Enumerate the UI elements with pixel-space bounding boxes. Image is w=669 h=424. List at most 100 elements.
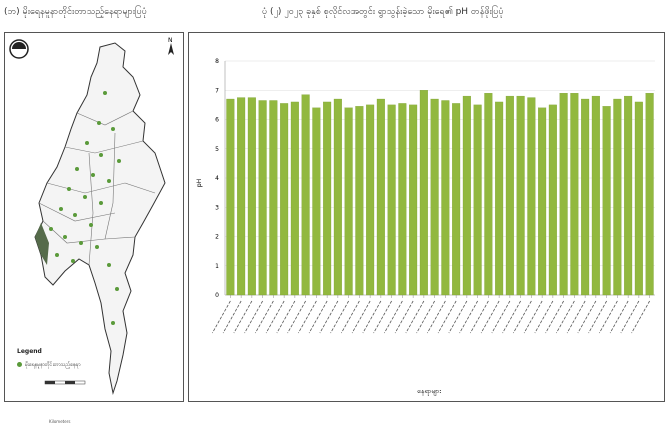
scale-bar bbox=[44, 380, 86, 385]
bar bbox=[624, 95, 633, 296]
bar bbox=[452, 103, 461, 296]
country-outline bbox=[34, 42, 166, 395]
bar bbox=[527, 97, 536, 296]
x-tick-label bbox=[620, 300, 640, 334]
bar bbox=[398, 103, 407, 296]
bar bbox=[516, 95, 525, 296]
bar bbox=[613, 98, 622, 296]
y-tick-label: 4 bbox=[215, 175, 219, 182]
map-panel: N bbox=[4, 32, 184, 424]
bar-chart: 0 1 2 3 4 5 6 7 8 pH နေရာများ bbox=[196, 58, 655, 396]
x-tick-label bbox=[523, 300, 543, 334]
bar bbox=[333, 98, 342, 296]
x-tick-label bbox=[373, 300, 392, 334]
region-boundaries bbox=[38, 110, 156, 266]
y-tick-label: 3 bbox=[215, 204, 219, 211]
x-tick-label bbox=[588, 300, 607, 334]
x-tick-label bbox=[427, 300, 446, 334]
map-title: (ဘ) မိုးရေနမူနာတိုင်းတာသည့်နေရာများပြပုံ bbox=[4, 7, 147, 17]
y-axis-label: pH bbox=[196, 179, 203, 187]
bar bbox=[484, 93, 493, 296]
legend-item: မိုးရေနမူနာတိုင်းတာသည့်နေရာ bbox=[17, 362, 81, 369]
x-tick-label bbox=[351, 300, 371, 334]
x-tick-label bbox=[448, 300, 468, 334]
x-tick-label bbox=[298, 300, 317, 334]
x-tick-label bbox=[480, 300, 500, 334]
bar bbox=[280, 103, 289, 296]
bar bbox=[559, 93, 568, 296]
x-tick-label bbox=[437, 300, 457, 334]
x-tick-label bbox=[545, 300, 564, 334]
marker-icon bbox=[17, 362, 22, 367]
bar bbox=[409, 104, 418, 296]
x-tick-label bbox=[244, 300, 263, 334]
bar bbox=[301, 94, 310, 296]
x-tick-label bbox=[276, 300, 296, 334]
legend-item-label: မိုးရေနမူနာတိုင်းတာသည့်နေရာ bbox=[25, 362, 81, 368]
bar bbox=[226, 98, 235, 296]
x-tick-label bbox=[556, 300, 575, 334]
bar bbox=[366, 104, 375, 296]
bar bbox=[237, 97, 246, 296]
x-axis-label: နေရာများ bbox=[417, 387, 441, 396]
bar bbox=[570, 93, 579, 296]
x-tick-label bbox=[330, 300, 349, 334]
x-tick-label bbox=[491, 300, 511, 334]
x-tick-label bbox=[470, 300, 489, 334]
x-tick-label bbox=[222, 300, 242, 334]
y-tick-label: 2 bbox=[215, 234, 219, 241]
bar bbox=[548, 104, 557, 296]
x-tick-label bbox=[287, 300, 306, 334]
x-tick-label bbox=[341, 300, 360, 334]
x-tick-label bbox=[577, 300, 597, 334]
x-tick-label bbox=[459, 300, 478, 334]
bar bbox=[462, 95, 471, 296]
y-tick-label: 1 bbox=[215, 263, 219, 270]
x-tick-label bbox=[513, 300, 532, 334]
y-tick-label: 8 bbox=[215, 58, 219, 65]
bar bbox=[473, 104, 482, 296]
x-tick-label bbox=[416, 300, 435, 334]
sample-markers bbox=[49, 91, 121, 325]
bar bbox=[538, 107, 547, 296]
x-tick-label bbox=[384, 300, 403, 334]
x-tick-label bbox=[502, 300, 521, 334]
x-tick-label bbox=[534, 300, 554, 334]
x-tick-label bbox=[233, 300, 253, 334]
x-tick-label bbox=[609, 300, 629, 334]
bar bbox=[441, 100, 450, 296]
x-tick-label bbox=[405, 300, 425, 334]
logo-icon bbox=[9, 39, 29, 59]
bar bbox=[591, 95, 600, 296]
bar bbox=[387, 104, 396, 296]
x-tick-label bbox=[566, 300, 586, 334]
legend-title: Legend bbox=[17, 348, 42, 355]
x-tick-label bbox=[255, 300, 274, 334]
y-tick-label: 5 bbox=[215, 146, 219, 153]
bar bbox=[581, 98, 590, 296]
bar bbox=[312, 107, 321, 296]
chart-panel: 0 1 2 3 4 5 6 7 8 pH နေရာများ bbox=[188, 32, 665, 402]
x-tick-label bbox=[631, 300, 650, 334]
y-tick-label: 0 bbox=[215, 292, 219, 299]
bar bbox=[323, 101, 332, 296]
bar bbox=[247, 97, 256, 296]
bar bbox=[602, 106, 611, 296]
bar bbox=[419, 90, 428, 296]
bar bbox=[376, 98, 385, 296]
y-tick-label: 7 bbox=[215, 87, 219, 94]
svg-text:N: N bbox=[168, 37, 173, 44]
bar bbox=[269, 100, 278, 296]
bar bbox=[344, 107, 353, 296]
x-tick-label bbox=[599, 300, 618, 334]
bar bbox=[634, 101, 643, 296]
bar bbox=[430, 98, 439, 296]
x-tick-label bbox=[265, 300, 285, 334]
x-tick-label bbox=[319, 300, 339, 334]
y-tick-label: 6 bbox=[215, 117, 219, 124]
x-tick-label bbox=[308, 300, 328, 334]
myanmar-map: N bbox=[9, 37, 174, 395]
bar bbox=[258, 100, 267, 296]
bar bbox=[355, 106, 364, 296]
bar bbox=[290, 101, 299, 296]
